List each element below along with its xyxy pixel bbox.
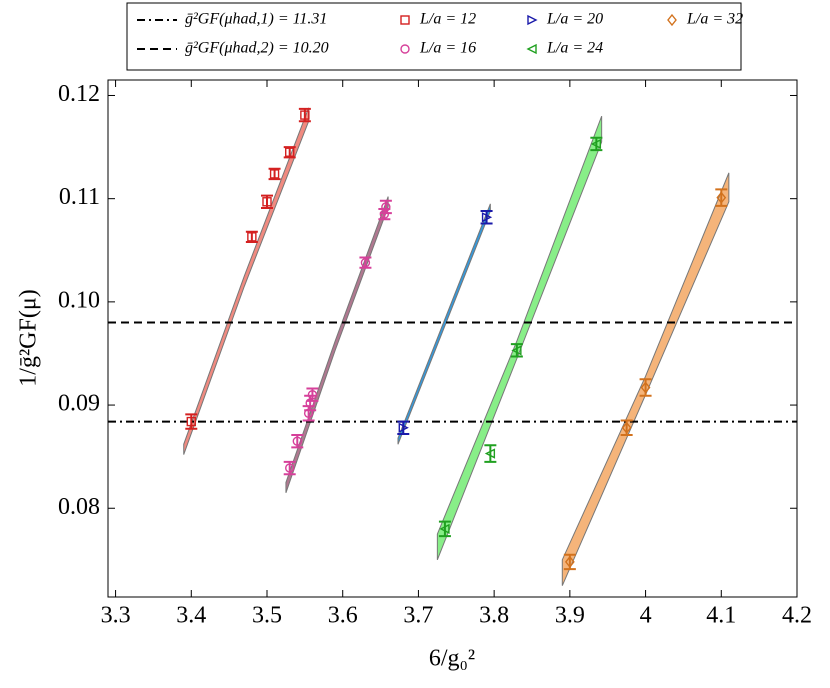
marker xyxy=(564,555,575,569)
marker xyxy=(305,398,315,408)
x-tick-label: 4.1 xyxy=(706,603,736,629)
marker xyxy=(262,197,272,207)
marker xyxy=(590,138,602,150)
legend-label: L/a = 24 xyxy=(546,40,603,57)
error-bar xyxy=(590,136,603,152)
plot-frame xyxy=(107,79,798,598)
legend-label: L/a = 20 xyxy=(546,11,603,28)
marker xyxy=(439,523,450,535)
legend-label: L/a = 32 xyxy=(686,11,743,28)
marker xyxy=(360,257,371,268)
error-bar xyxy=(484,444,497,463)
marker xyxy=(247,232,257,242)
marker xyxy=(511,345,522,356)
legend-box xyxy=(126,2,742,71)
x-tick-label: 4.2 xyxy=(782,603,812,629)
marker xyxy=(484,448,496,459)
marker xyxy=(292,436,302,446)
y-tick-label: 0.12 xyxy=(58,81,100,107)
error-bar xyxy=(438,520,451,538)
y-tick-label: 0.09 xyxy=(58,391,100,417)
y-tick-label: 0.10 xyxy=(58,287,100,313)
legend-label: ḡ²GF(μhad,2) = 10.20 xyxy=(185,40,329,57)
fit-band xyxy=(436,115,603,561)
x-tick-label: 3.3 xyxy=(101,603,131,629)
marker xyxy=(716,191,727,204)
fit-band xyxy=(183,107,310,455)
marker xyxy=(285,463,295,473)
x-tick-label: 3.6 xyxy=(328,603,358,629)
marker xyxy=(285,147,295,157)
marker xyxy=(307,390,318,400)
fit-band xyxy=(397,203,491,445)
legend-marker xyxy=(526,43,537,55)
legend-label: L/a = 12 xyxy=(419,11,476,28)
x-tick-label: 4 xyxy=(640,603,652,629)
legend-marker xyxy=(527,14,538,26)
y-tick-label: 0.08 xyxy=(58,494,100,520)
legend-marker xyxy=(667,13,677,27)
legend-marker xyxy=(400,44,410,54)
marker xyxy=(300,110,310,120)
x-tick-label: 3.7 xyxy=(403,603,433,629)
x-tick-label: 3.5 xyxy=(252,603,282,629)
y-tick-label: 0.11 xyxy=(59,184,100,210)
marker xyxy=(621,421,632,434)
legend-label: L/a = 16 xyxy=(419,40,476,57)
marker xyxy=(381,202,391,212)
x-tick-label: 3.4 xyxy=(176,603,206,629)
marker xyxy=(640,381,651,394)
legend-marker xyxy=(400,15,410,25)
y-axis-title: 1/ḡ²GF(μ) xyxy=(16,289,42,386)
marker xyxy=(269,169,280,179)
fit-band xyxy=(285,196,389,493)
marker xyxy=(481,212,493,223)
error-bar xyxy=(510,343,523,358)
x-tick-label: 3.8 xyxy=(479,603,509,629)
error-bar xyxy=(480,210,493,225)
error-bar xyxy=(185,413,198,430)
marker xyxy=(398,422,409,433)
marker xyxy=(186,416,196,427)
legend-label: ḡ²GF(μhad,1) = 11.31 xyxy=(185,11,327,28)
error-bar xyxy=(397,420,410,435)
x-axis-title: 6/g₀² xyxy=(429,646,475,672)
x-tick-label: 3.9 xyxy=(555,603,585,629)
